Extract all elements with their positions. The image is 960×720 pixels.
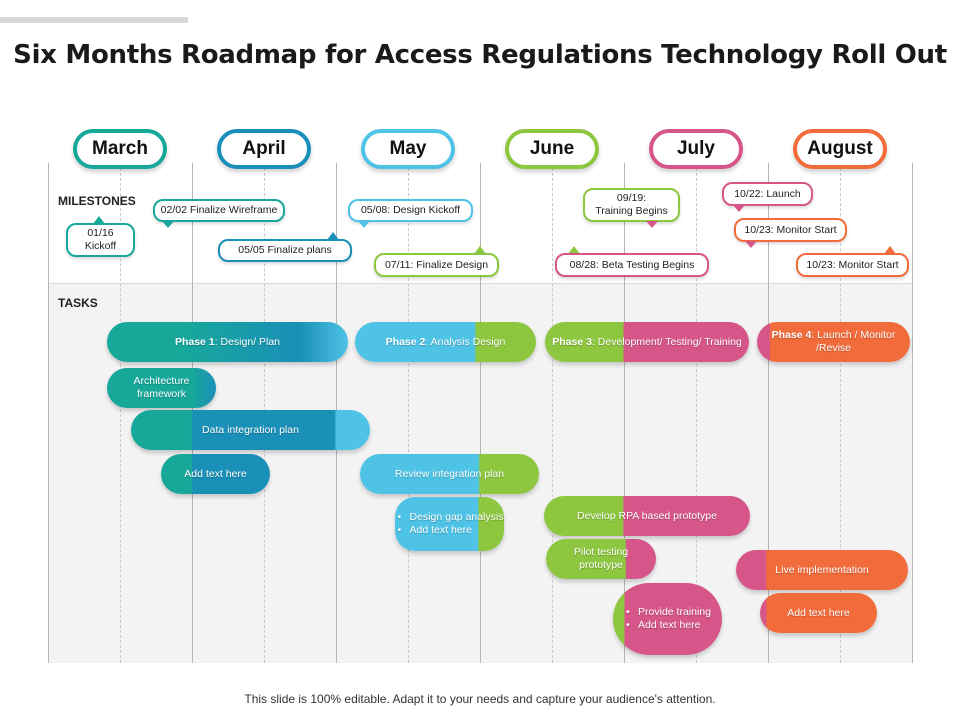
- grid-line: [624, 163, 625, 663]
- milestone-beta-testing: 08/28: Beta Testing Begins: [555, 253, 709, 277]
- callout-pointer: [93, 216, 105, 224]
- callout-pointer: [745, 241, 757, 248]
- grid-line: [840, 163, 841, 663]
- phase-4-text: : Launch / Monitor /Revise: [811, 329, 896, 354]
- task-bullet: Add text here: [396, 524, 504, 537]
- phase-1-text: : Design/ Plan: [214, 335, 281, 348]
- month-june: June: [505, 129, 599, 169]
- phase-4-bar: Phase 4: Launch / Monitor /Revise: [757, 322, 910, 362]
- phase-3-label: Phase 3: [552, 335, 592, 348]
- grid-line: [48, 163, 49, 663]
- task-bullet: Provide training: [624, 606, 711, 619]
- month-july: July: [649, 129, 743, 169]
- task-develop-rpa-prototype: Develop RPA based prototype: [544, 496, 750, 536]
- grid-line: [696, 163, 697, 663]
- milestone-finalize-design: 07/11: Finalize Design: [374, 253, 499, 277]
- phase-4-label: Phase 4: [771, 329, 812, 341]
- phase-1-label: Phase 1: [174, 335, 215, 348]
- milestone-monitor-start-2: 10/23: Monitor Start: [796, 253, 909, 277]
- task-bullet: Design gap analysis: [396, 511, 503, 524]
- grid-line: [552, 163, 553, 663]
- page-title: Six Months Roadmap for Access Regulation…: [13, 40, 947, 70]
- grid-line: [120, 163, 121, 663]
- milestone-launch: 10/22: Launch: [722, 182, 813, 206]
- phase-2-text: : Analysis Design: [425, 335, 506, 348]
- phase-2-label: Phase 2: [385, 335, 426, 348]
- phase-1-bar: Phase 1: Design/ Plan: [107, 322, 348, 362]
- phase-3-bar: Phase 3: Development/ Testing/ Training: [545, 322, 749, 362]
- grid-line: [480, 163, 481, 663]
- month-august: August: [793, 129, 887, 169]
- month-april: April: [217, 129, 311, 169]
- grid-line: [408, 163, 409, 663]
- task-pilot-testing: Pilot testing prototype: [546, 539, 656, 579]
- task-add-text-1: Add text here: [161, 454, 270, 494]
- phase-2-bar: Phase 2: Analysis Design: [355, 322, 536, 362]
- tasks-label: TASKS: [58, 296, 98, 310]
- task-design-gap: Design gap analysis Add text here: [395, 497, 504, 551]
- milestones-label: MILESTONES: [58, 194, 136, 208]
- phase-3-text: : Development/ Testing/ Training: [591, 335, 742, 348]
- milestone-finalize-wireframe: 02/02 Finalize Wireframe: [153, 199, 285, 222]
- footer-note: This slide is 100% editable. Adapt it to…: [244, 692, 716, 706]
- callout-pointer: [646, 221, 658, 228]
- callout-pointer: [568, 246, 580, 254]
- top-accent-bar: [0, 17, 188, 23]
- callout-pointer: [162, 221, 174, 228]
- grid-line: [912, 163, 913, 663]
- milestone-training-begins: 09/19: Training Begins: [583, 188, 680, 222]
- callout-pointer: [327, 232, 339, 240]
- callout-pointer: [733, 205, 745, 212]
- task-data-integration-plan: Data integration plan: [131, 410, 370, 450]
- callout-pointer: [358, 221, 370, 228]
- month-may: May: [361, 129, 455, 169]
- milestone-finalize-plans: 05/05 Finalize plans: [218, 239, 352, 262]
- task-review-integration-plan: Review integration plan: [360, 454, 539, 494]
- callout-pointer: [474, 246, 486, 254]
- milestone-monitor-start: 10/23: Monitor Start: [734, 218, 847, 242]
- task-bullet: Add text here: [624, 619, 711, 632]
- grid-line: [768, 163, 769, 663]
- month-march: March: [73, 129, 167, 169]
- milestone-kickoff: 01/16 Kickoff: [66, 223, 135, 257]
- task-live-implementation: Live implementation: [736, 550, 908, 590]
- task-add-text-2: Add text here: [760, 593, 877, 633]
- callout-pointer: [884, 246, 896, 254]
- milestone-design-kickoff: 05/08: Design Kickoff: [348, 199, 473, 222]
- task-architecture-framework: Architecture framework: [107, 368, 216, 408]
- task-provide-training: Provide training Add text here: [613, 583, 722, 655]
